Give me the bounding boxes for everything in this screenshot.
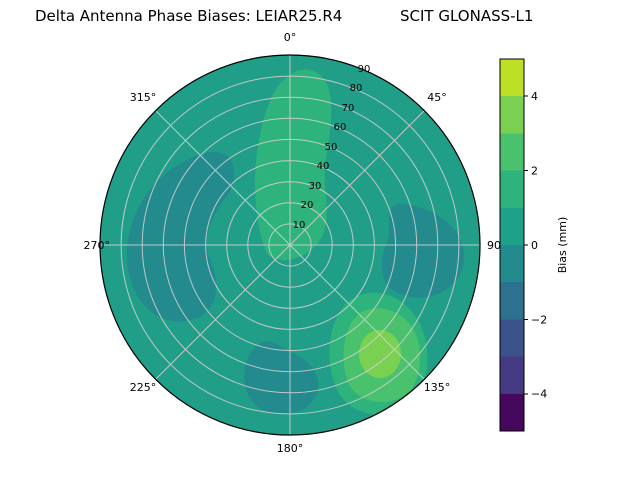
colorbar-tick-label: 4 bbox=[531, 90, 538, 103]
contour-region-dark-left bbox=[126, 152, 235, 322]
r-tick-label: 90 bbox=[358, 64, 371, 75]
colorbar-axis-label: Bias (mm) bbox=[556, 217, 569, 274]
r-tick-label: 10 bbox=[293, 220, 306, 231]
r-tick-labels: 10 20 30 40 50 60 70 80 90 bbox=[293, 64, 371, 231]
colorbar-band bbox=[500, 282, 524, 320]
colorbar-tick-label: −2 bbox=[531, 314, 547, 327]
colorbar-band bbox=[500, 96, 524, 134]
colorbar-tick-label: 2 bbox=[531, 165, 538, 178]
theta-label-270: 270° bbox=[84, 239, 111, 252]
r-tick-label: 70 bbox=[342, 103, 355, 114]
theta-label-315: 315° bbox=[130, 91, 157, 104]
colorbar-ticks bbox=[524, 95, 528, 395]
chart-title-left: Delta Antenna Phase Biases: LEIAR25.R4 bbox=[35, 7, 342, 25]
contour-region-dark-right bbox=[381, 204, 465, 298]
contour-region-dark-bottom bbox=[244, 341, 319, 415]
polar-outline bbox=[99, 54, 481, 436]
colorbar-band bbox=[500, 393, 524, 431]
theta-label-45: 45° bbox=[427, 91, 447, 104]
r-tick-label: 40 bbox=[317, 161, 330, 172]
grid-spoke bbox=[155, 110, 425, 380]
colorbar-band bbox=[500, 170, 524, 208]
colorbar-band bbox=[500, 207, 524, 245]
polar-grid bbox=[100, 55, 480, 435]
theta-label-225: 225° bbox=[130, 381, 157, 394]
r-tick-label: 80 bbox=[350, 83, 363, 94]
chart-title-right: SCIT GLONASS-L1 bbox=[400, 7, 533, 25]
r-tick-label: 30 bbox=[309, 181, 322, 192]
r-tick-label: 20 bbox=[301, 200, 314, 211]
r-tick-label: 60 bbox=[334, 122, 347, 133]
colorbar-band bbox=[500, 133, 524, 171]
colorbar-band bbox=[500, 59, 524, 97]
contour-region-green-blob-core bbox=[359, 330, 401, 378]
colorbar-tick-label: −4 bbox=[531, 388, 547, 401]
colorbar bbox=[499, 58, 528, 432]
colorbar-tick-label: 0 bbox=[531, 239, 538, 252]
colorbar-tick-labels: 4 2 0 −2 −4 bbox=[531, 90, 547, 401]
contour-region-light-north-band bbox=[254, 69, 332, 261]
theta-label-0: 0° bbox=[284, 31, 297, 44]
colorbar-band bbox=[500, 356, 524, 394]
colorbar-band bbox=[500, 245, 524, 283]
colorbar-band bbox=[500, 319, 524, 357]
theta-label-180: 180° bbox=[277, 442, 304, 455]
theta-label-135: 135° bbox=[424, 381, 451, 394]
r-tick-label: 50 bbox=[325, 142, 338, 153]
